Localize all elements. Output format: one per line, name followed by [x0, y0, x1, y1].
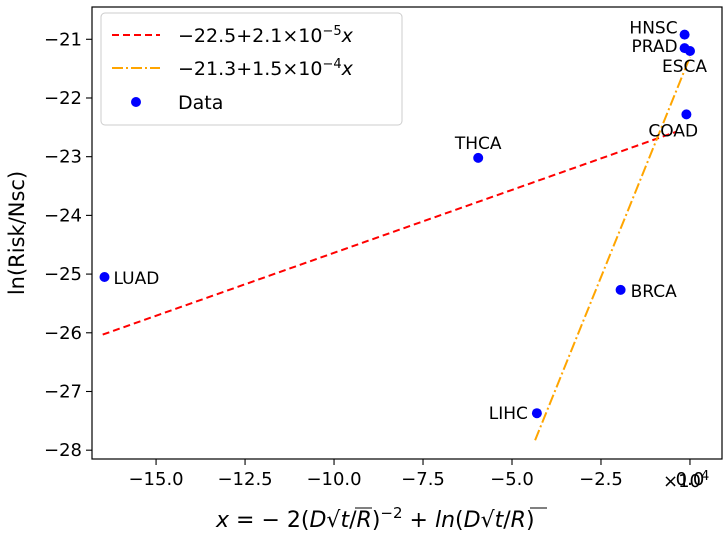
legend-swatch-data-marker [131, 97, 141, 107]
y-tick-label: −27 [44, 381, 82, 402]
legend-entry-data: Data [178, 92, 223, 114]
data-point-brca [615, 284, 626, 295]
fit-line-1 [534, 56, 691, 441]
data-point-lihc [531, 408, 542, 419]
x-tick-label: −2.5 [579, 469, 623, 490]
x-tick-label: −15.0 [128, 469, 183, 490]
point-label-thca: THCA [454, 134, 502, 154]
y-tick-label: −23 [44, 147, 82, 168]
x-scale-offset: ×104 [663, 469, 709, 493]
y-tick-label: −21 [44, 29, 82, 50]
y-tick-label: −28 [44, 440, 82, 461]
y-axis-label: ln(Risk/Nsc) [5, 171, 29, 295]
legend-entry-red-fit: −22.5+2.1×10−5x [178, 24, 354, 48]
point-label-coad: COAD [648, 121, 698, 141]
x-axis-ticks: −15.0 −12.5 −10.0 −7.5 −5.0 −2.5 0.0 [128, 459, 704, 490]
x-axis-label: x = − 2(D√t/R)−2 + ln(D√t/R) [215, 504, 547, 533]
y-tick-label: −22 [44, 88, 82, 109]
data-point-esca [685, 46, 695, 56]
point-label-prad: PRAD [631, 37, 677, 57]
plot-frame [91, 6, 723, 460]
point-label-luad: LUAD [114, 269, 160, 289]
x-tick-label: 0.0 [676, 469, 705, 490]
svg-text:x = − 2(D√t/R)−2 + ln(D√t/R): x = − 2(D√t/R)−2 + ln(D√t/R) [215, 504, 535, 533]
fit-line-0 [102, 131, 677, 336]
y-tick-label: −25 [44, 264, 82, 285]
legend-entry-orange-fit: −21.3+1.5×10−4x [178, 57, 354, 81]
y-tick-label: −24 [44, 205, 82, 226]
y-tick-label: −26 [44, 323, 82, 344]
data-point-luad [99, 272, 110, 282]
y-axis-ticks: −28 −27 −26 −25 −24 −23 −22 −21 [44, 29, 92, 461]
point-label-lihc: LIHC [489, 404, 528, 424]
data-point-coad [681, 109, 692, 120]
point-label-esca: ESCA [662, 57, 707, 77]
x-tick-label: −12.5 [217, 469, 272, 490]
legend-box [100, 12, 403, 126]
x-tick-label: −10.0 [306, 469, 361, 490]
legend: −22.5+2.1×10−5x −21.3+1.5×10−4x Data [100, 12, 403, 126]
point-label-hnsc: HNSC [629, 19, 677, 39]
data-point-thca [473, 152, 484, 163]
x-tick-label: −5.0 [490, 469, 534, 490]
point-label-brca: BRCA [631, 282, 677, 302]
data-point-hnsc [679, 29, 690, 40]
x-tick-label: −7.5 [401, 469, 445, 490]
